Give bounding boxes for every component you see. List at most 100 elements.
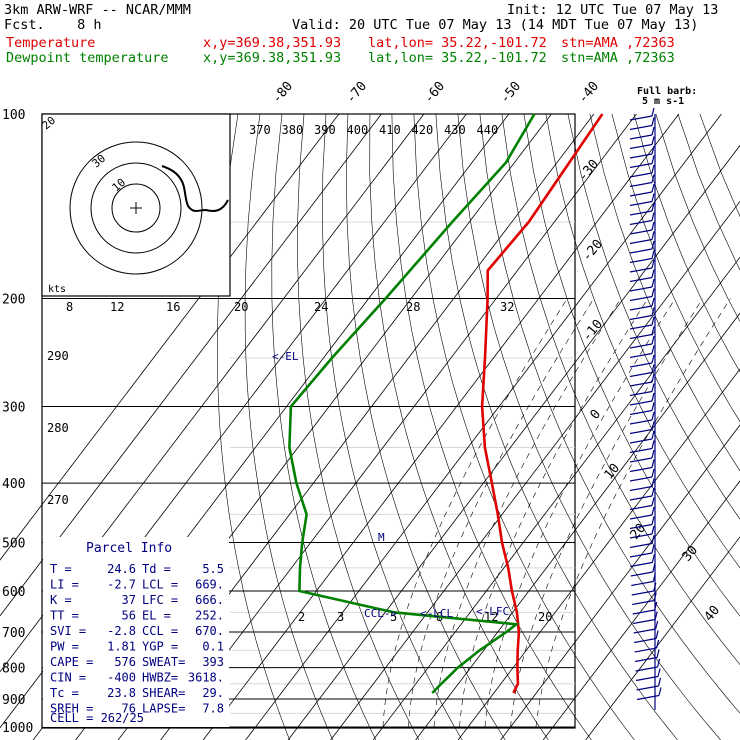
- mixing-ratio-label: 16: [166, 300, 180, 314]
- isotherm-line: [415, 312, 740, 740]
- forecast-hour: Fcst. 8 h: [4, 17, 102, 33]
- parcel-label: PW =: [50, 640, 79, 654]
- parcel-value: 7.8: [202, 702, 224, 716]
- isotherm-line: [287, 144, 740, 740]
- isotherm-right-label: -20: [580, 237, 607, 265]
- hodograph-trace: [161, 165, 229, 212]
- mixing-ratio-label: 20: [234, 300, 248, 314]
- temperature-station: stn=AMA ,72363: [561, 35, 675, 51]
- parcel-info-title: Parcel Info: [86, 541, 172, 556]
- wind-barb-shaft: [629, 229, 653, 235]
- wind-barb-flag: [651, 335, 655, 345]
- wind-barb-flag: [651, 525, 655, 535]
- wind-barb-shaft: [629, 191, 653, 197]
- isotherm-line: [160, 113, 637, 740]
- dry-adiabat: [545, 113, 740, 569]
- isotherm-line: [0, 113, 340, 561]
- wind-barb-shaft: [635, 666, 658, 672]
- hodograph-ring-10: [111, 183, 161, 233]
- wind-barb-flag: [651, 231, 655, 240]
- dry-adiabat: [523, 113, 740, 617]
- wind-barb-flag: [651, 221, 655, 231]
- parcel-value: 3618.: [188, 671, 224, 685]
- wind-barb-shaft: [632, 609, 655, 615]
- wind-barb-flag: [651, 411, 655, 421]
- mixing-ratio-low-label: 2: [298, 610, 305, 624]
- wind-barb-shaft: [629, 419, 653, 425]
- wind-barb-flag: [651, 383, 655, 392]
- wind-barb-flag: [651, 354, 655, 364]
- wind-barb-flag: [651, 506, 655, 516]
- isotherm-top-label: -60: [422, 79, 449, 107]
- dewpoint-legend: Dewpoint temperature: [6, 50, 169, 66]
- parcel-label: T =: [50, 562, 72, 576]
- pressure-tick-label: 800: [2, 662, 25, 677]
- wind-barb-shaft: [629, 153, 653, 159]
- dry-adiabat: [369, 113, 549, 740]
- mixing-ratio-label: 32: [500, 300, 514, 314]
- adiabat-lines: [216, 113, 740, 740]
- isotherm-line: [542, 480, 740, 740]
- wind-barb-shaft: [634, 647, 657, 653]
- wind-barb-shaft: [629, 238, 653, 245]
- isotherm-line: [0, 113, 382, 617]
- wind-barb-flag: [651, 316, 655, 326]
- dry-adiabat: [413, 113, 635, 740]
- wind-barb-shaft: [629, 314, 653, 321]
- wind-barb-flag: [651, 155, 655, 164]
- isotherm-right-label: 10: [602, 461, 624, 483]
- wind-barb-shaft: [636, 694, 660, 701]
- wind-barb-flag: [651, 554, 655, 563]
- dewpoint-xy: x,y=369.38,351.93: [203, 50, 342, 66]
- temperature-legend: Temperature: [6, 35, 96, 51]
- wind-barb-shaft: [629, 267, 653, 273]
- pressure-tick-label: 700: [2, 626, 25, 641]
- wind-barb-shaft: [629, 172, 653, 178]
- parcel-label: YGP =: [142, 640, 178, 654]
- wind-barb-flag: [651, 440, 655, 449]
- parcel-info-rows: T = 24.6 Td = 5.5 LI = -2.7 LCL = 669. K = 37 LFC …: [50, 562, 224, 716]
- wind-barb-shaft: [630, 561, 653, 568]
- wind-barb-flag: [651, 174, 655, 183]
- wind-barb-flag: [651, 183, 655, 193]
- wind-barb-shaft: [629, 485, 653, 492]
- pressure-tick-label: 1000: [2, 721, 33, 736]
- dry-adiabat: [345, 113, 506, 740]
- parcel-label: Tc =: [50, 686, 79, 700]
- wind-barb-shaft: [629, 352, 653, 359]
- valid-time: Valid: 20 UTC Tue 07 May 13 (14 MDT Tue …: [292, 17, 699, 33]
- wind-barb-flag: [651, 364, 655, 373]
- wind-barb-shaft: [629, 447, 653, 454]
- wind-barb-flag: [651, 392, 655, 402]
- wind-barb-flag: [651, 126, 655, 136]
- wind-barb-shaft: [633, 618, 656, 625]
- parcel-info-background: [43, 537, 229, 727]
- parcel-value: 1.81: [107, 640, 136, 654]
- isotherm-line: [0, 113, 425, 673]
- wind-barb-flag: [651, 202, 655, 212]
- parcel-label: LFC =: [142, 593, 178, 607]
- wind-barb-flag: [651, 250, 655, 259]
- parcel-value: 670.: [195, 624, 224, 638]
- parcel-value: -2.8: [107, 624, 136, 638]
- wind-barb-flag: [651, 288, 655, 297]
- wind-barb-flag: [656, 658, 661, 668]
- wind-barb-shaft: [629, 143, 653, 150]
- parcel-info-cell: CELL = 262/25: [50, 711, 144, 725]
- dry-adiabat: [479, 113, 740, 714]
- moist-adiabat: [459, 298, 649, 728]
- wind-barb-flag: [651, 478, 655, 487]
- wind-barb-shaft: [629, 286, 653, 292]
- wind-barb-shaft: [635, 675, 659, 682]
- lfc-marker: <-LFC: [476, 605, 509, 618]
- pressure-tick-label: 400: [2, 477, 25, 492]
- wind-barb-flag: [651, 373, 655, 383]
- parcel-label: K =: [50, 593, 72, 607]
- isotherm-line: [372, 256, 740, 740]
- pressure-tick-label: 500: [2, 536, 25, 551]
- wind-barb-shaft: [634, 637, 657, 644]
- wind-barb-shaft: [629, 409, 653, 416]
- isotherm-line: [202, 113, 680, 740]
- wind-barb-flag: [651, 164, 655, 174]
- pressure-tick-label: 200: [2, 293, 25, 308]
